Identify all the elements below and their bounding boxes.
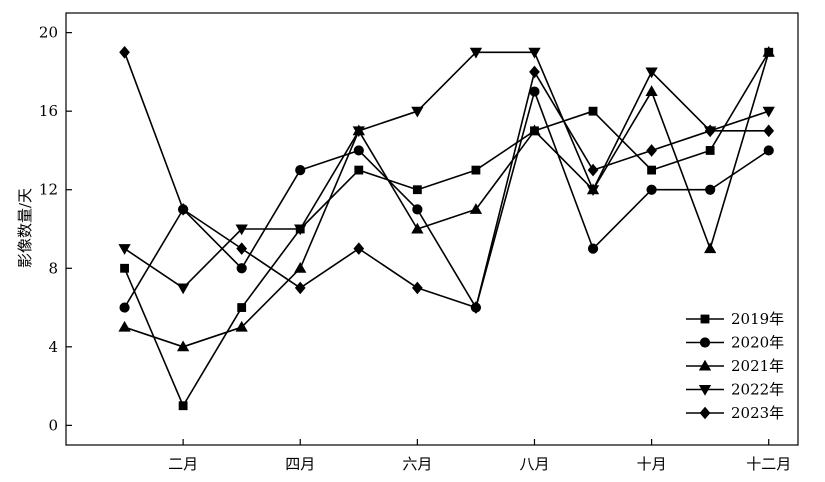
- data-point: [705, 146, 715, 155]
- data-point: [235, 224, 248, 236]
- data-point: [471, 165, 481, 175]
- data-point: [646, 184, 657, 195]
- data-point: [119, 302, 130, 313]
- x-tick-label: 八月: [519, 455, 549, 473]
- legend-label: 2019年: [731, 310, 784, 328]
- data-point: [354, 165, 364, 175]
- data-point: [528, 47, 541, 59]
- legend-marker: [699, 337, 711, 348]
- legend: 2019年 2020年 2021年 2022年 2023年: [686, 310, 784, 422]
- data-point: [646, 144, 657, 157]
- data-point: [587, 163, 599, 177]
- data-point: [412, 185, 422, 195]
- y-axis-label-group: 影像数量/天: [16, 188, 34, 268]
- legend-marker: [699, 406, 711, 420]
- series-line: [123, 51, 769, 309]
- series-2022年: [118, 47, 775, 295]
- legend-label: 2023年: [731, 404, 784, 422]
- data-point: [470, 301, 482, 314]
- data-point: [763, 124, 775, 138]
- legend-marker: [698, 385, 712, 396]
- y-tick-label: 12: [39, 181, 58, 199]
- data-point: [235, 320, 248, 332]
- y-tick-label: 16: [39, 102, 58, 120]
- data-point: [645, 85, 658, 97]
- data-point: [294, 281, 306, 295]
- legend-label: 2022年: [731, 381, 784, 399]
- y-tick-label: 8: [48, 259, 58, 277]
- data-point: [352, 126, 365, 138]
- x-tick-label: 十二月: [746, 455, 791, 473]
- data-point: [353, 145, 364, 156]
- data-point: [411, 106, 424, 118]
- legend-label: 2020年: [731, 334, 784, 352]
- y-axis-label: 影像数量/天: [16, 188, 34, 268]
- series-2023年: [119, 45, 775, 314]
- series-2019年: [120, 47, 774, 411]
- data-point: [762, 106, 775, 118]
- series-line: [123, 51, 770, 407]
- legend-label: 2021年: [731, 357, 784, 375]
- x-tick-label: 二月: [168, 455, 198, 473]
- data-point: [412, 204, 423, 215]
- x-tick-label: 四月: [285, 455, 315, 473]
- y-tick-label: 20: [39, 24, 58, 42]
- series-2020年: [119, 86, 774, 313]
- legend-item: 2020年: [686, 334, 784, 352]
- data-point: [236, 263, 247, 274]
- data-point: [528, 124, 541, 136]
- data-point: [704, 124, 716, 138]
- data-point: [294, 224, 307, 236]
- series-2021年: [118, 45, 775, 352]
- axes: 0 4 8 12 16 20 二月 四月 六月 八月 十月 十二月: [39, 12, 799, 473]
- data-point: [763, 145, 774, 156]
- plot-frame: [65, 12, 799, 446]
- data-point: [177, 203, 189, 216]
- legend-item: 2021年: [686, 357, 784, 375]
- data-point: [176, 340, 190, 352]
- data-point: [237, 303, 247, 312]
- y-tick-label: 0: [48, 416, 58, 434]
- data-point: [120, 263, 129, 273]
- data-point: [118, 320, 131, 332]
- x-tick-label: 十月: [637, 455, 667, 473]
- legend-item: 2023年: [686, 404, 784, 422]
- data-point: [705, 184, 716, 195]
- data-point: [645, 67, 658, 79]
- data-point: [411, 222, 424, 234]
- data-point: [295, 164, 306, 176]
- data-point: [236, 242, 248, 255]
- data-point: [762, 45, 775, 57]
- data-point: [294, 261, 307, 273]
- legend-item: 2022年: [686, 381, 784, 399]
- y-tick-label: 4: [48, 338, 58, 356]
- data-point: [353, 242, 365, 255]
- data-point: [704, 242, 717, 254]
- data-point: [412, 281, 423, 295]
- series-layer: [118, 45, 775, 411]
- series-line: [124, 51, 769, 289]
- series-line: [123, 90, 770, 309]
- data-point: [118, 244, 131, 255]
- data-point: [469, 203, 483, 214]
- data-point: [529, 65, 540, 79]
- series-line: [124, 52, 770, 348]
- data-point: [469, 47, 483, 59]
- data-point: [176, 283, 190, 295]
- x-tick-label: 六月: [402, 455, 432, 473]
- legend-item: 2019年: [686, 310, 784, 328]
- data-point: [119, 45, 130, 59]
- data-point: [647, 165, 657, 175]
- data-point: [587, 243, 599, 254]
- data-point: [586, 185, 600, 197]
- data-point: [588, 106, 598, 116]
- legend-marker: [700, 314, 710, 324]
- data-point: [529, 86, 540, 97]
- legend-marker: [698, 359, 712, 371]
- data-point: [178, 401, 188, 411]
